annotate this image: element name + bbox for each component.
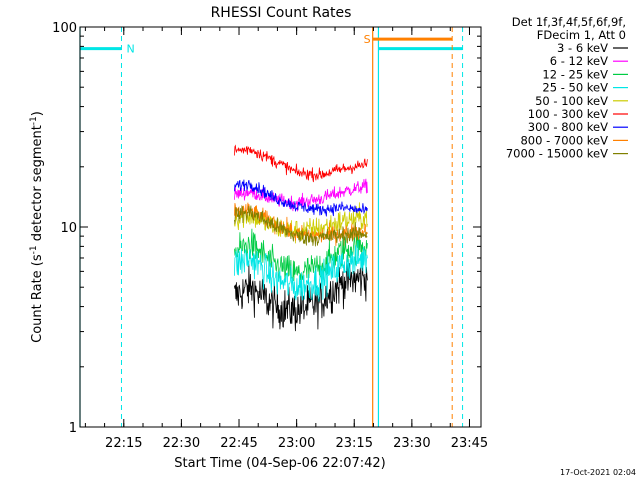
legend-entry-label: 7000 - 15000 keV	[506, 147, 608, 161]
x-tick-label: 23:30	[393, 436, 430, 451]
legend-header-line: Det 1f,3f,4f,5f,6f,9f,	[512, 15, 626, 29]
y-axis-label-part: Count Rate (s	[30, 254, 45, 343]
x-tick-label: 23:15	[336, 436, 373, 451]
x-tick-label: 22:15	[105, 436, 142, 451]
x-tick-label: 23:45	[451, 436, 488, 451]
flag-label: N	[126, 43, 134, 56]
x-tick-label: 22:45	[220, 436, 257, 451]
y-tick-label: 10	[60, 221, 77, 236]
x-tick-label: 23:00	[278, 436, 315, 451]
y-axis-ticks: 1 10 100	[52, 21, 481, 436]
x-axis-ticks: 22:15 22:30 22:45 23:00 23:15 23:30 23:45	[84, 27, 488, 451]
y-axis-label-part: )	[30, 111, 45, 116]
y-tick-label: 100	[52, 21, 77, 36]
legend-entry-label: 100 - 300 keV	[528, 107, 608, 121]
legend: Det 1f,3f,4f,5f,6f,9f, FDecim 1, Att 0 3…	[506, 15, 628, 161]
x-tick-label: 22:30	[163, 436, 200, 451]
legend-entry-label: 6 - 12 keV	[550, 54, 608, 68]
footer-date: 17-Oct-2021 02:04	[560, 468, 636, 477]
legend-entry-label: 800 - 7000 keV	[520, 133, 608, 147]
chart-title: RHESSI Count Rates	[211, 5, 352, 21]
y-axis-label-sup: -1	[29, 245, 39, 254]
series-line	[234, 178, 368, 212]
y-axis-label: Count Rate (s-1 detector segment-1)	[29, 111, 45, 343]
x-axis-label: Start Time (04-Sep-06 22:07:42)	[174, 456, 385, 471]
y-axis-label-sup: -1	[29, 116, 39, 125]
legend-entry-label: 25 - 50 keV	[542, 81, 608, 95]
legend-entry-label: 50 - 100 keV	[535, 94, 608, 108]
legend-entry-label: 300 - 800 keV	[528, 120, 608, 134]
series-line	[234, 240, 368, 302]
y-tick-label: 1	[69, 421, 77, 436]
series-line	[234, 204, 368, 247]
legend-entry-label: 12 - 25 keV	[542, 67, 608, 81]
flag-label: S	[364, 33, 371, 46]
series-lines	[234, 144, 368, 332]
y-axis-label-part: detector segment	[30, 125, 45, 245]
series-line	[234, 179, 368, 217]
legend-header-line: FDecim 1, Att 0	[537, 28, 626, 42]
series-line	[234, 228, 368, 282]
legend-entry-label: 3 - 6 keV	[557, 41, 608, 55]
series-line	[234, 144, 368, 183]
